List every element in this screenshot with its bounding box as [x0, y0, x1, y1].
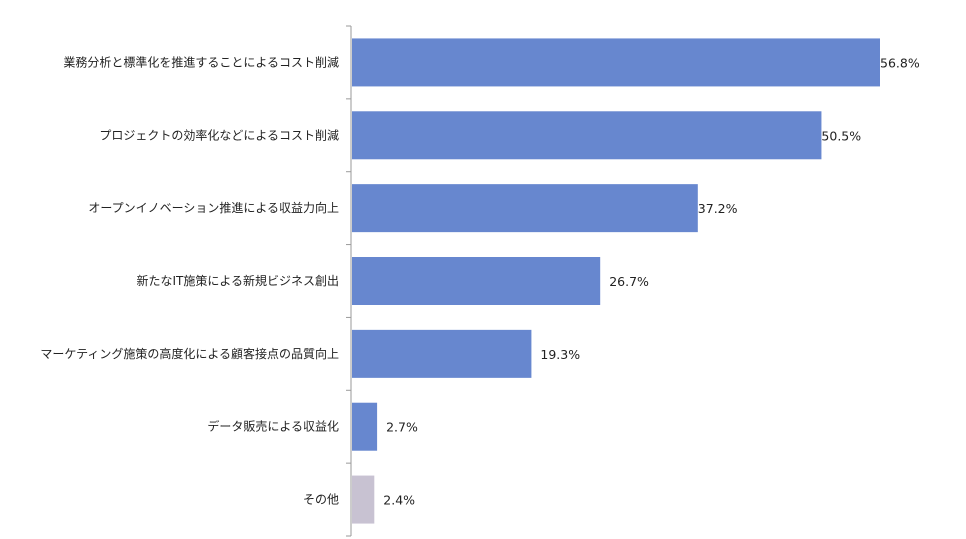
bar — [352, 402, 378, 451]
value-labels: 56.8% 50.5% 37.2% 26.7% 19.3% 2.7% 2.4% — [383, 55, 920, 507]
category-label: マーケティング施策の高度化による顧客接点の品質向上 — [40, 346, 339, 361]
bar — [352, 184, 698, 233]
value-label: 19.3% — [540, 347, 580, 362]
bar — [352, 38, 880, 87]
bars-group — [352, 38, 880, 524]
category-label: データ販売による収益化 — [207, 419, 339, 434]
bar — [352, 111, 822, 160]
axis-ticks — [346, 25, 351, 537]
bar — [352, 329, 532, 378]
category-labels: 業務分析と標準化を推進することによるコスト削減プロジェクトの効率化などによるコス… — [40, 54, 339, 506]
category-label: プロジェクトの効率化などによるコスト削減 — [99, 127, 339, 142]
category-label: 業務分析と標準化を推進することによるコスト削減 — [63, 54, 339, 69]
category-label: その他 — [303, 493, 339, 507]
value-label: 50.5% — [821, 128, 861, 143]
category-label: 新たなIT施策による新規ビジネス創出 — [136, 273, 339, 288]
value-label: 56.8% — [880, 55, 920, 70]
bar — [352, 257, 601, 305]
value-label: 37.2% — [698, 201, 738, 216]
category-label: オープンイノベーション推進による収益力向上 — [88, 200, 339, 215]
value-label: 26.7% — [609, 274, 649, 289]
bar — [352, 475, 375, 524]
value-label: 2.4% — [383, 493, 415, 508]
value-label: 2.7% — [386, 420, 418, 435]
